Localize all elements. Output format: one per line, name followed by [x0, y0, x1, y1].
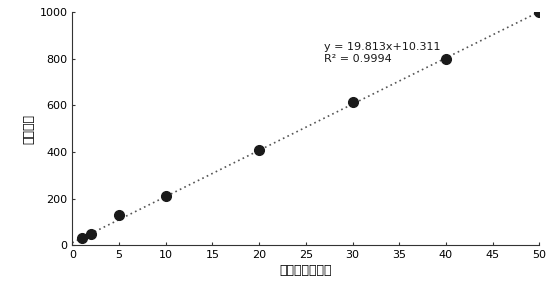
- Point: [348, 99, 357, 104]
- X-axis label: 荧光聚合物浓度: 荧光聚合物浓度: [280, 264, 332, 277]
- Point: [255, 147, 264, 152]
- Point: [115, 213, 123, 217]
- Text: y = 19.813x+10.311
R² = 0.9994: y = 19.813x+10.311 R² = 0.9994: [325, 42, 441, 64]
- Point: [441, 56, 450, 61]
- Y-axis label: 荧光强度: 荧光强度: [22, 114, 35, 144]
- Point: [161, 194, 170, 199]
- Point: [87, 231, 96, 236]
- Point: [535, 10, 544, 14]
- Point: [77, 236, 86, 241]
